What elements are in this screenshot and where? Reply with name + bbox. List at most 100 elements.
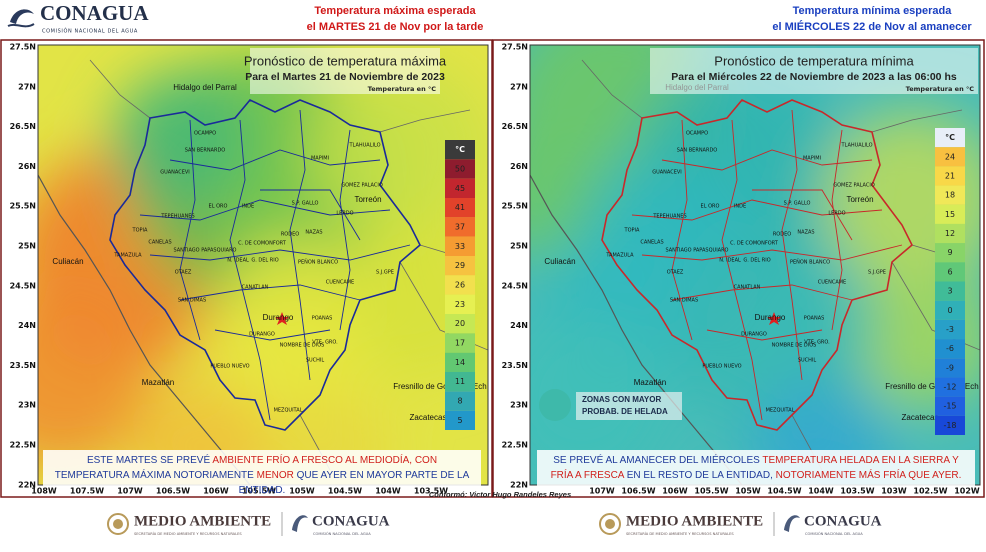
temperature-zone — [110, 70, 250, 210]
legend-swatch — [445, 217, 475, 237]
lat-label: 27.5N — [10, 43, 36, 52]
municipality-label: N. IDEAL — [719, 258, 741, 264]
legend-label: 21 — [945, 171, 955, 180]
lat-label: 24N — [510, 321, 528, 330]
municipality-label: SANTIAGO PAPASQUIARO — [174, 248, 237, 254]
lon-label: 105W — [735, 487, 761, 496]
lon-label: 104W — [808, 487, 834, 496]
legend-label: -3 — [946, 325, 954, 334]
temperature-zone — [38, 290, 150, 470]
municipality-label: INDE — [242, 204, 254, 210]
footer-logos: MEDIO AMBIENTE SECRETARÍA DE MEDIO AMBIEN… — [107, 512, 390, 536]
footer-logos: MEDIO AMBIENTE SECRETARÍA DE MEDIO AMBIEN… — [599, 512, 882, 536]
legend-swatch — [935, 415, 965, 435]
logo-icon-wave — [7, 23, 35, 28]
map-title: Pronóstico de temperatura máxima — [244, 53, 447, 68]
panel: Temperatura mínima esperada el MIÉRCOLES … — [492, 5, 985, 498]
city-label: Culiacán — [52, 257, 83, 266]
municipal-border — [289, 109, 311, 381]
lon-label: 107W — [589, 487, 615, 496]
logo-icon — [10, 9, 34, 24]
legend-label: 20 — [455, 319, 465, 328]
legend-header-bg — [445, 140, 475, 160]
municipal-border — [214, 329, 331, 341]
unit-note: Temperatura en °C — [368, 85, 437, 93]
legend-swatch — [445, 372, 475, 392]
legend-swatch — [935, 358, 965, 378]
municipality-label: GUANACEVI — [160, 170, 190, 176]
city-label: Hidalgo del Parral — [173, 83, 237, 92]
municipality-label: C. DE COMONFORT — [730, 241, 779, 247]
legend-label: 6 — [947, 267, 952, 276]
logo-subtitle: COMISIÓN NACIONAL DEL AGUA — [805, 531, 863, 536]
municipality-label: SUCHIL — [306, 358, 325, 364]
lon-label: 106.5W — [156, 487, 190, 496]
frost-zone-symbol — [539, 389, 571, 421]
municipality-label: SUCHIL — [798, 358, 817, 364]
municipality-label: TEPEHUANES — [160, 214, 194, 220]
municipality-label: OTAEZ — [175, 270, 192, 276]
city-label: Durango — [263, 313, 294, 322]
city-label: Fresnillo de González Ech — [885, 382, 978, 391]
lon-label: 105.5W — [242, 487, 276, 496]
municipality-label: G. DEL RIO — [251, 258, 278, 264]
legend-swatch — [935, 281, 965, 301]
logo-name: MEDIO AMBIENTE — [134, 513, 271, 529]
legend-swatch — [935, 185, 965, 205]
legend-swatch — [445, 275, 475, 295]
legend-unit: °C — [455, 145, 465, 154]
coastline — [38, 174, 251, 485]
municipality-label: NOMBRE DE DIOS — [772, 343, 817, 349]
city-label: Torreón — [846, 195, 873, 204]
municipal-border — [149, 244, 411, 261]
lat-label: 24.5N — [10, 281, 36, 290]
municipal-border — [631, 199, 883, 221]
municipality-label: CANELAS — [640, 240, 663, 246]
city-label: Torreón — [354, 195, 381, 204]
municipality-label: NAZAS — [305, 230, 322, 236]
municipality-label: S.J.GPE — [868, 270, 886, 276]
legend-swatch — [445, 294, 475, 314]
legend-swatch — [445, 333, 475, 353]
legend-swatch — [445, 256, 475, 276]
legend-swatch — [935, 166, 965, 186]
municipality-label: CANATLAN — [242, 285, 269, 291]
lat-label: 22N — [18, 480, 36, 489]
legend-label: -6 — [946, 344, 954, 353]
lat-label: 26.5N — [10, 122, 36, 131]
municipal-border — [831, 129, 843, 331]
panel-heading: Temperatura máxima esperada — [314, 5, 476, 17]
legend-label: 8 — [457, 397, 462, 406]
lon-label: 105.5W — [694, 487, 728, 496]
summary: SE PREVÉ AL AMANECER DEL MIÉRCOLES TEMPE… — [537, 450, 975, 486]
municipality-label: OCAMPO — [686, 131, 708, 137]
legend-label: 26 — [455, 281, 465, 290]
lon-label: 106.5W — [621, 487, 655, 496]
municipal-border — [229, 119, 271, 421]
lat-label: 23N — [18, 401, 36, 410]
summary: ESTE MARTES SE PREVÉ AMBIENTE FRÍO A FRE… — [43, 450, 481, 496]
municipality-label: PEÑON BLANCO — [298, 259, 338, 266]
lon-label: 106W — [662, 487, 688, 496]
municipality-label: PUEBLO NUEVO — [702, 364, 741, 370]
legend-swatch — [935, 396, 965, 416]
legend-label: 15 — [945, 210, 955, 219]
lon-label: 103.5W — [840, 487, 874, 496]
logo-subtitle: COMISIÓN NACIONAL DEL AGUA — [313, 531, 371, 536]
municipality-label: GOMEZ PALACIO — [341, 183, 383, 189]
municipality-label: DURANGO — [249, 332, 275, 338]
municipal-border — [661, 149, 873, 171]
legend-swatch — [445, 159, 475, 179]
credit: Conformó: Victor Hugo Randeles Reyes — [429, 490, 571, 499]
state-border — [601, 99, 913, 431]
municipality-label: EL ORO — [209, 204, 228, 210]
city-label: Zacatecas — [410, 413, 447, 422]
summary-text: TEMPERATURA HELADA EN LA SIERRA Y FRÍA A… — [550, 455, 959, 481]
municipality-label: DURANGO — [741, 332, 767, 338]
lat-label: 26N — [18, 162, 36, 171]
municipal-border — [706, 329, 823, 341]
lon-label: 108W — [31, 487, 57, 496]
legend-swatch — [935, 300, 965, 320]
map: OCAMPO SAN BERNARDO GUANACEVI MAPIMI TLAHUAL… — [38, 45, 488, 485]
lon-label: 103.5W — [414, 487, 448, 496]
